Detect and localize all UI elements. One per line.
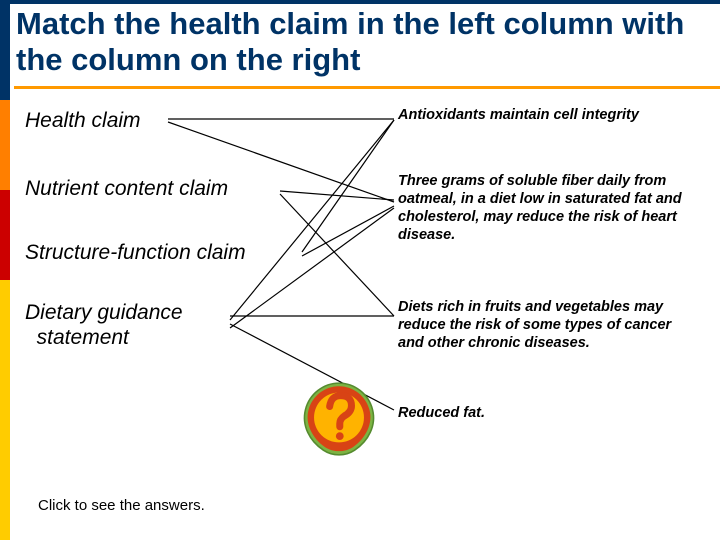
left-border-seg-navy <box>0 0 10 100</box>
title-underline <box>14 86 720 89</box>
right-item-antioxidants: Antioxidants maintain cell integrity <box>398 106 698 124</box>
left-item-health-claim: Health claim <box>25 108 141 133</box>
left-item-nutrient-content-claim: Nutrient content claim <box>25 176 228 201</box>
right-item-reduced-fat: Reduced fat. <box>398 404 698 422</box>
question-mark-icon <box>300 380 378 458</box>
right-item-fruits-vegetables: Diets rich in fruits and vegetables may … <box>398 298 698 352</box>
left-item-structure-function-claim: Structure-function claim <box>25 240 246 265</box>
left-item-dietary-guidance-statement: Dietary guidance statement <box>25 300 183 350</box>
left-border-seg-orange <box>0 100 10 190</box>
left-border-seg-yellow <box>0 280 10 540</box>
connection-lines <box>0 0 720 540</box>
left-border <box>0 0 10 540</box>
left-border-seg-red <box>0 190 10 280</box>
right-item-oatmeal: Three grams of soluble fiber daily from … <box>398 172 698 245</box>
footer-text[interactable]: Click to see the answers. <box>38 497 205 514</box>
top-border <box>0 0 720 4</box>
slide-title: Match the health claim in the left colum… <box>16 6 716 77</box>
